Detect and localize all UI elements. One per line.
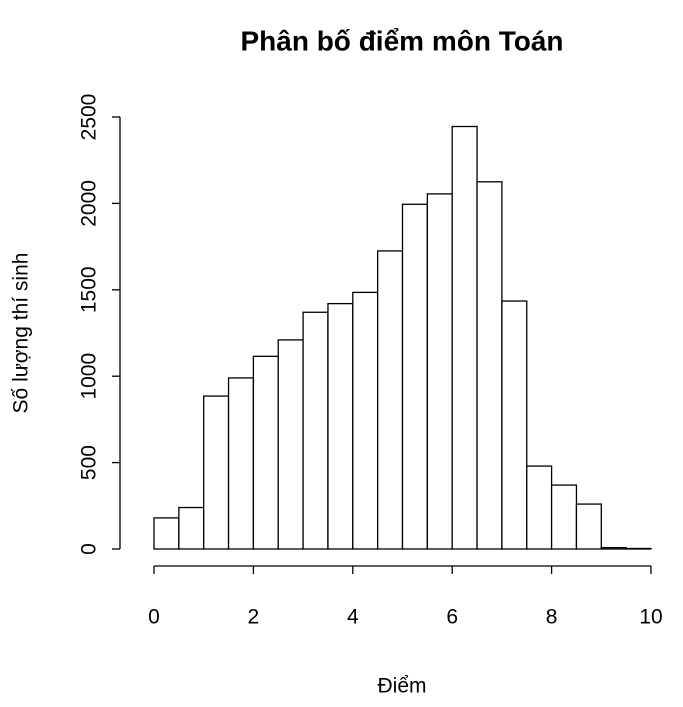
bar bbox=[526, 465, 553, 550]
y-tick-label: 2500 bbox=[78, 94, 101, 141]
x-tick-label: 2 bbox=[248, 606, 260, 629]
bar bbox=[327, 302, 354, 550]
bar bbox=[625, 547, 652, 550]
bar bbox=[401, 203, 429, 550]
bar bbox=[501, 300, 528, 550]
bar bbox=[227, 377, 255, 550]
y-tick-label: 2000 bbox=[78, 180, 101, 227]
y-tick-label: 1500 bbox=[78, 266, 101, 313]
x-tick-label: 8 bbox=[546, 606, 558, 629]
bar bbox=[451, 125, 478, 550]
y-tick-label: 500 bbox=[78, 445, 101, 480]
x-tick-label: 4 bbox=[347, 606, 359, 629]
bar bbox=[277, 339, 304, 550]
x-tick-label: 10 bbox=[639, 606, 662, 629]
bar bbox=[600, 546, 627, 550]
x-axis-label: Điểm bbox=[377, 675, 426, 698]
bar bbox=[575, 503, 602, 550]
y-axis-label: Số lượng thí sinh bbox=[10, 253, 33, 414]
x-tick-label: 0 bbox=[148, 606, 160, 629]
bar bbox=[203, 395, 230, 550]
bar bbox=[153, 517, 180, 550]
chart-title: Phân bố điểm môn Toán bbox=[240, 25, 563, 56]
bar bbox=[376, 250, 404, 550]
bar bbox=[550, 484, 578, 550]
bar bbox=[178, 506, 205, 550]
bar bbox=[252, 355, 279, 550]
bar bbox=[476, 181, 503, 550]
y-tick-label: 0 bbox=[78, 543, 101, 555]
y-tick-label: 1000 bbox=[78, 353, 101, 400]
x-tick-label: 6 bbox=[446, 606, 458, 629]
bar bbox=[426, 193, 453, 550]
bar bbox=[302, 311, 329, 550]
bar bbox=[352, 291, 379, 550]
